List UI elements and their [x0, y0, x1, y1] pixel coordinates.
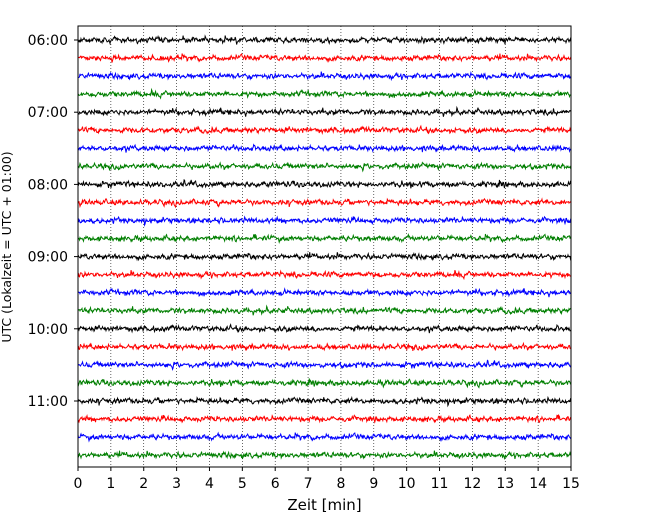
x-tick-label: 5 — [238, 476, 247, 492]
x-tick-label: 3 — [172, 476, 181, 492]
x-tick-label: 13 — [496, 476, 514, 492]
y-tick-label: 10:00 — [28, 322, 68, 338]
trace-line — [77, 215, 572, 227]
x-tick-label: 9 — [369, 476, 378, 492]
x-tick-label: 14 — [529, 476, 547, 492]
trace-line — [77, 197, 572, 209]
trace-line — [77, 413, 572, 424]
trace-line — [77, 161, 572, 173]
trace-line — [77, 431, 572, 443]
x-tick-label: 15 — [562, 476, 580, 492]
trace-group — [77, 34, 572, 461]
trace-line — [77, 341, 572, 352]
x-tick-label: 7 — [304, 476, 313, 492]
trace-line — [77, 143, 572, 153]
trace-line — [77, 378, 572, 389]
x-tick-label: 8 — [336, 476, 345, 492]
trace-line — [77, 251, 572, 262]
x-tick-label: 6 — [271, 476, 280, 492]
y-tick-label: 08:00 — [28, 177, 68, 193]
y-axis-label: UTC (Lokalzeit = UTC + 01:00) — [0, 151, 14, 342]
y-tick-label: 07:00 — [28, 105, 68, 121]
trace-line — [77, 395, 572, 408]
x-tick-label: 12 — [463, 476, 481, 492]
y-tick-label: 09:00 — [28, 250, 68, 266]
x-tick-label: 4 — [205, 476, 214, 492]
y-axis-ticks: 06:00 07:00 08:00 09:00 10:00 11:00 — [28, 33, 78, 410]
x-tick-label: 10 — [398, 476, 416, 492]
trace-line — [77, 287, 572, 298]
trace-line — [77, 70, 572, 82]
x-axis-label: Zeit [min] — [287, 496, 361, 514]
x-tick-label: 1 — [106, 476, 115, 492]
trace-line — [77, 359, 572, 372]
x-tick-label: 0 — [74, 476, 83, 492]
trace-line — [77, 179, 572, 189]
y-tick-label: 06:00 — [28, 33, 68, 49]
x-tick-label: 2 — [139, 476, 148, 492]
trace-line — [77, 124, 572, 135]
trace-line — [77, 304, 572, 316]
trace-line — [77, 52, 572, 63]
x-tick-label: 11 — [431, 476, 449, 492]
plot-frame — [77, 25, 572, 468]
trace-line — [77, 269, 572, 281]
trace-line — [77, 450, 572, 461]
trace-line — [77, 87, 572, 100]
x-axis-ticks: 0 1 2 3 4 5 6 7 8 9 10 11 12 13 14 15 — [74, 467, 580, 492]
trace-line — [77, 105, 572, 118]
trace-line — [77, 34, 572, 46]
y-tick-label: 11:00 — [28, 394, 68, 410]
trace-line — [77, 323, 572, 334]
trace-line — [77, 233, 572, 245]
